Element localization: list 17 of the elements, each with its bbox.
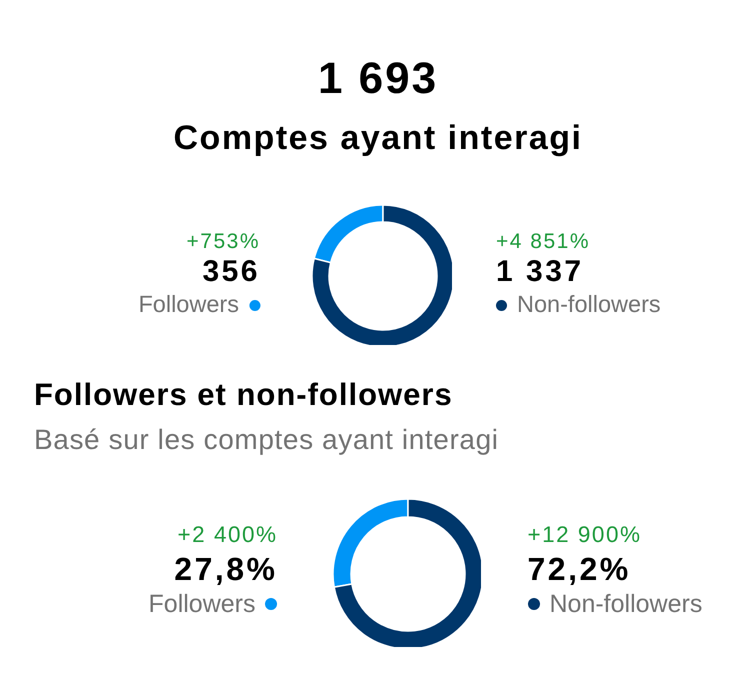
data-label: 27,8%: [174, 551, 278, 587]
data-label: 356: [202, 255, 260, 288]
data-label: 72,2%: [528, 551, 631, 587]
text: +753%: [186, 230, 260, 252]
legend-label: Non-followers: [550, 590, 702, 618]
text: +2 400%: [178, 522, 278, 547]
chart-title: Followers et non-followers: [34, 376, 453, 412]
chart-subtitle: Basé sur les comptes ayant interagi: [34, 424, 499, 455]
text: +12 900%: [528, 522, 642, 547]
chart-title: 1 693: [318, 54, 438, 103]
donut-slice: [311, 204, 452, 345]
chart-subtitle: Comptes ayant interagi: [174, 119, 582, 157]
slice-label: Followers: [138, 291, 239, 318]
text: +4 851%: [496, 230, 590, 252]
data-label: 1 337: [496, 255, 584, 288]
slice-label: Followers: [148, 590, 256, 618]
legend-label: Non-followers: [517, 291, 661, 318]
